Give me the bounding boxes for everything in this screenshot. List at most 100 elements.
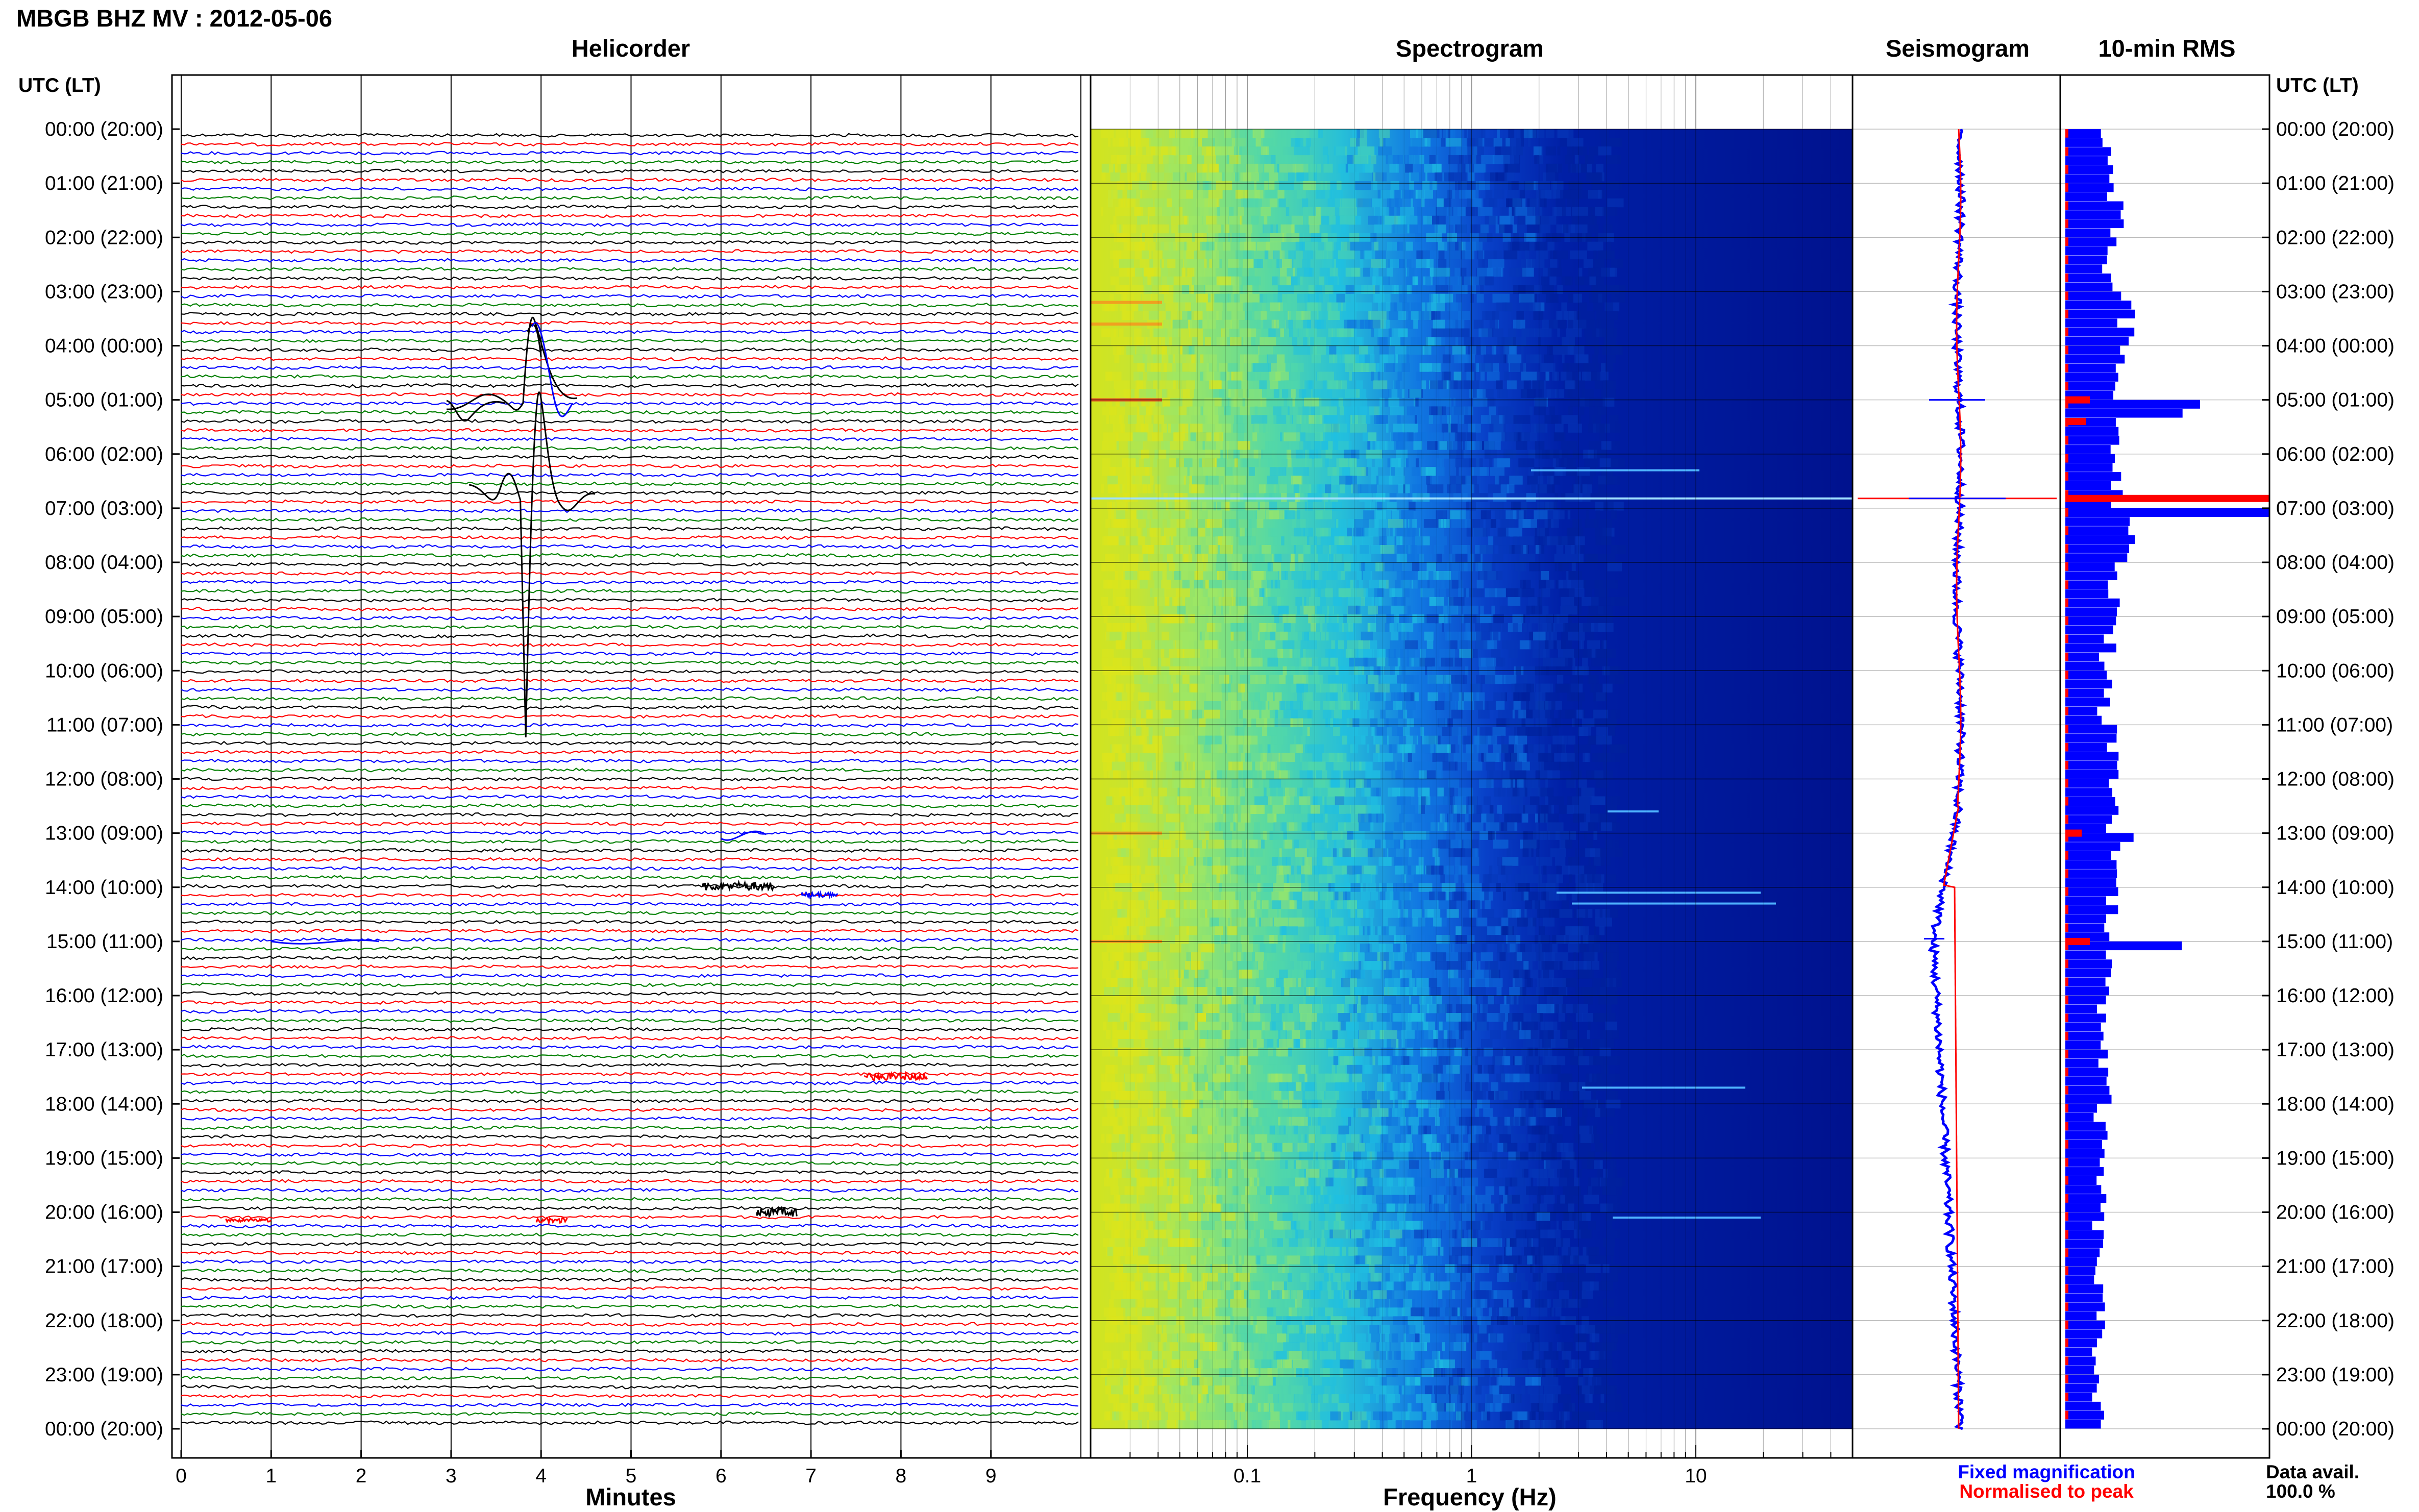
spectrogram-cell [1303, 267, 1314, 277]
spectrogram-cell [1140, 259, 1150, 268]
helicorder-trace [181, 625, 1079, 630]
spectrogram-cell [1261, 129, 1264, 138]
spectrogram-cell [1489, 319, 1498, 329]
spectrogram-cell [1138, 692, 1149, 702]
spectrogram-cell [1343, 554, 1356, 563]
spectrogram-cell [1383, 554, 1396, 563]
spectrogram-cell [1150, 293, 1158, 303]
spectrogram-cell [1523, 129, 1533, 138]
spectrogram-cell [1121, 692, 1134, 702]
spectrogram-cell [1181, 241, 1188, 251]
spectrogram-cell [1534, 605, 1542, 615]
spectrogram-cell [1514, 207, 1524, 216]
spectrogram-cell [1282, 640, 1295, 650]
spectrogram-cell [1549, 406, 1555, 415]
spectrogram-cell [1219, 675, 1227, 684]
helicorder-trace [181, 731, 1079, 737]
spectrogram-cell [1379, 337, 1390, 346]
spectrogram-cell [1505, 163, 1520, 173]
spectrogram-cell [1176, 458, 1193, 467]
spectrogram-cell [1572, 770, 1582, 779]
spectrogram-cell [1534, 146, 1542, 156]
spectrogram-cell [1391, 605, 1404, 615]
spectrogram-cell [1552, 735, 1567, 745]
spectrogram-cell [1216, 605, 1221, 615]
spectrogram-cell [1325, 484, 1331, 493]
spectrogram-cell [1177, 129, 1181, 138]
spectrogram-cell [1442, 354, 1451, 363]
spectrogram-cell [1327, 562, 1334, 572]
spectrogram-cell [1138, 623, 1147, 632]
spectrogram-cell [1224, 796, 1241, 805]
helicorder-trace [181, 1357, 1079, 1363]
spectrogram-cell [1545, 371, 1549, 381]
spectrogram-cell [1391, 770, 1403, 779]
spectrogram-cell [1436, 761, 1443, 771]
spectrogram-cell [1459, 631, 1471, 641]
spectrogram-cell [1571, 163, 1586, 173]
spectrogram-cell [1513, 536, 1518, 546]
spectrogram-cell [1309, 172, 1314, 182]
spectrogram-cell [1425, 172, 1427, 182]
spectrogram-cell [1279, 259, 1292, 268]
spectrogram-cell [1557, 675, 1564, 684]
spectrogram-cell [1378, 597, 1381, 606]
spectrogram-cell [1150, 528, 1161, 537]
spectrogram-cell [1336, 293, 1345, 303]
spectrogram-cell [1503, 250, 1518, 260]
spectrogram-cell [1301, 424, 1312, 433]
spectrogram-cell [1224, 614, 1238, 624]
spectrogram-cell [1468, 129, 1484, 138]
helicorder-trace [181, 651, 1079, 657]
spectrogram-cell [1250, 735, 1258, 745]
spectrogram-cell [1136, 345, 1152, 355]
spectrogram-cell [1513, 285, 1526, 294]
spectrogram-cell [1161, 580, 1171, 589]
helicorder-trace [181, 1420, 1079, 1425]
spectrogram-cell [1534, 510, 1548, 519]
spectrogram-cell [1171, 189, 1187, 199]
spectrogram-cell [1110, 172, 1120, 182]
helicorder-trace [181, 293, 1079, 299]
spectrogram-cell [1453, 319, 1465, 329]
helicorder-trace [181, 588, 1079, 594]
spectrogram-cell [1387, 458, 1392, 467]
spectrogram-cell [1260, 293, 1266, 303]
spectrogram-cell [1458, 580, 1463, 589]
spectrogram-cell [1533, 631, 1546, 641]
spectrogram-cell [1142, 605, 1159, 615]
spectrogram-cell [1607, 424, 1621, 433]
spectrogram-cell [1511, 683, 1527, 693]
spectrogram-cell [1416, 371, 1433, 381]
spectrogram-cell [1371, 467, 1378, 476]
spectrogram-cell [1514, 744, 1524, 754]
spectrogram-cell [1390, 259, 1399, 268]
spectrogram-cell [1125, 796, 1139, 805]
spectrogram-cell [1219, 363, 1227, 372]
spectrogram-cell [1502, 415, 1517, 424]
spectrogram-cell [1487, 267, 1502, 277]
spectrogram-cell [1313, 389, 1322, 398]
spectrogram-cell [1589, 605, 1596, 615]
spectrogram-cell [1241, 753, 1245, 762]
spectrogram-cell [1370, 441, 1373, 450]
spectrogram-cell [1488, 484, 1502, 493]
spectrogram-cell [1589, 406, 1606, 415]
spectrogram-cell [1187, 761, 1195, 771]
spectrogram-cell [1565, 380, 1574, 389]
spectrogram-cell [1589, 415, 1595, 424]
spectrogram-cell [1486, 753, 1501, 762]
spectrogram-cell [1239, 735, 1251, 745]
spectrogram-cell [1544, 640, 1549, 650]
spectrogram-cell [1297, 605, 1304, 615]
helicorder-trace [181, 445, 1079, 451]
spectrogram-cell [1379, 345, 1389, 355]
spectrogram-cell [1488, 328, 1504, 337]
spectrogram-cell [1552, 484, 1555, 493]
spectrogram-cell [1269, 189, 1280, 199]
spectrogram-cell [1559, 588, 1575, 598]
spectrogram-cell [1203, 406, 1210, 415]
spectrogram-cell [1176, 528, 1191, 537]
spectrogram-cell [1561, 640, 1572, 650]
helicorder-trace [181, 1187, 1079, 1193]
